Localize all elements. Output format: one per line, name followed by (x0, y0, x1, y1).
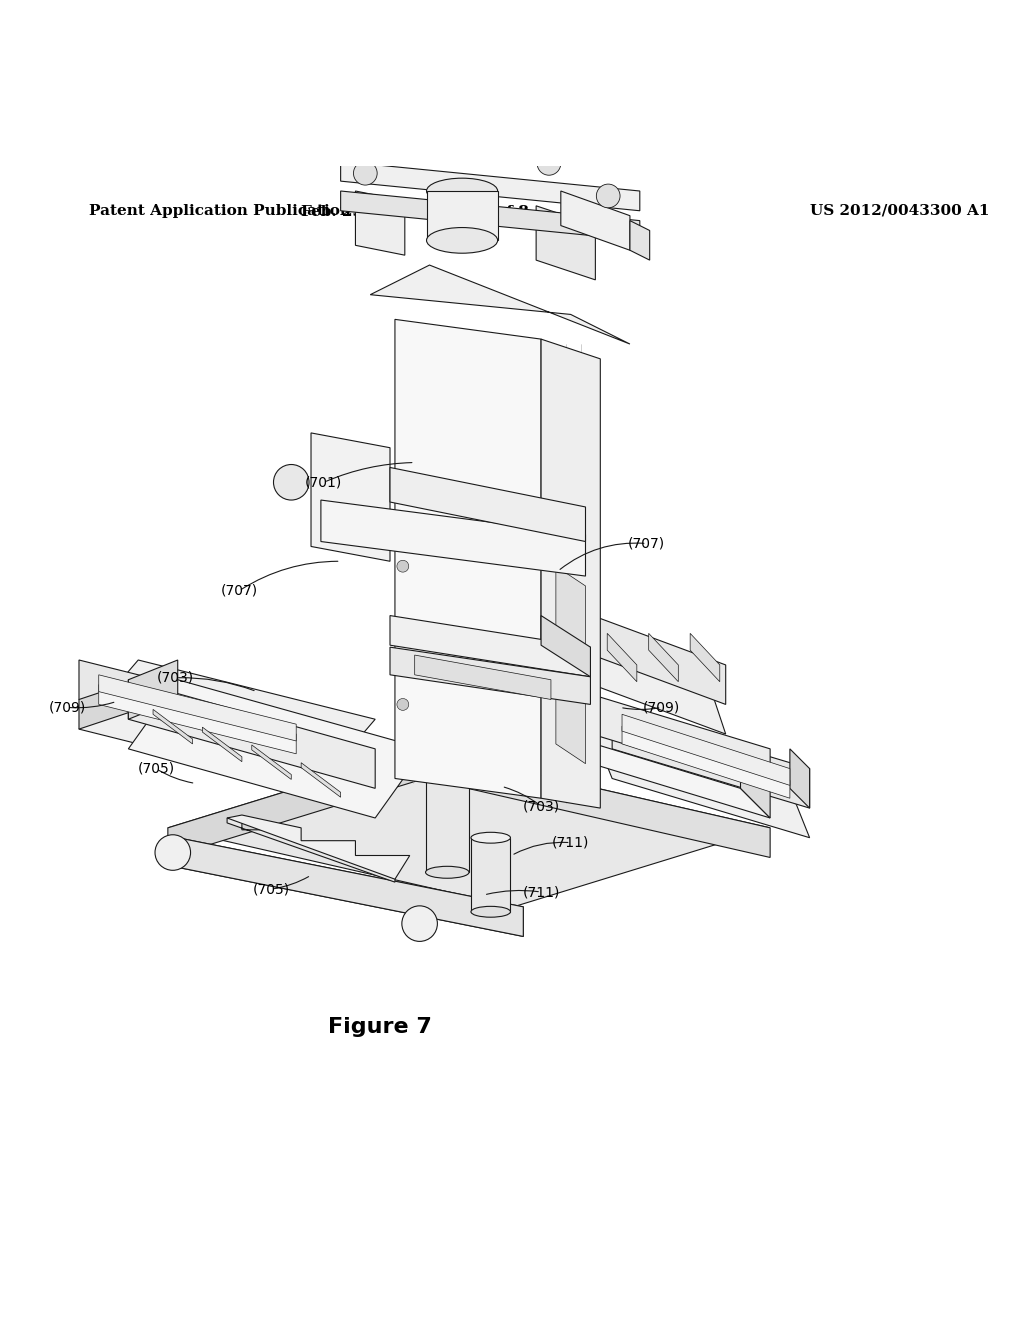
Polygon shape (395, 319, 541, 799)
Text: (711): (711) (522, 884, 560, 899)
Polygon shape (513, 719, 770, 818)
Polygon shape (128, 660, 178, 719)
Circle shape (397, 491, 409, 503)
Polygon shape (415, 655, 551, 700)
Circle shape (400, 141, 425, 165)
Text: (707): (707) (220, 583, 257, 598)
Polygon shape (168, 748, 770, 907)
Circle shape (397, 630, 409, 642)
Polygon shape (543, 680, 770, 788)
Text: (707): (707) (628, 536, 666, 550)
Polygon shape (128, 680, 425, 818)
Ellipse shape (471, 907, 510, 917)
Polygon shape (593, 615, 726, 705)
Circle shape (273, 465, 309, 500)
Text: (701): (701) (305, 475, 342, 490)
Circle shape (401, 906, 437, 941)
Polygon shape (178, 838, 523, 936)
Text: (703): (703) (522, 799, 560, 813)
Polygon shape (227, 818, 395, 882)
Ellipse shape (426, 866, 469, 878)
Polygon shape (79, 680, 138, 729)
Polygon shape (128, 680, 375, 788)
Polygon shape (541, 339, 600, 808)
Polygon shape (227, 814, 410, 879)
Polygon shape (426, 739, 469, 873)
Ellipse shape (426, 733, 469, 744)
Polygon shape (79, 660, 316, 759)
Polygon shape (341, 161, 640, 211)
Ellipse shape (471, 833, 510, 843)
Polygon shape (390, 647, 591, 705)
Text: Feb. 23, 2012  Sheet 7 of 8: Feb. 23, 2012 Sheet 7 of 8 (301, 203, 528, 218)
Polygon shape (341, 191, 640, 240)
Text: Patent Application Publication: Patent Application Publication (89, 203, 351, 218)
Polygon shape (79, 660, 375, 788)
Polygon shape (790, 748, 810, 808)
Polygon shape (541, 615, 591, 677)
Text: (705): (705) (253, 882, 290, 896)
Polygon shape (425, 748, 770, 858)
Circle shape (596, 183, 621, 207)
Text: (709): (709) (48, 701, 86, 714)
Polygon shape (311, 433, 390, 561)
Polygon shape (98, 685, 296, 754)
Ellipse shape (427, 227, 498, 253)
Text: (705): (705) (137, 762, 174, 776)
Polygon shape (390, 467, 586, 541)
Polygon shape (622, 726, 790, 799)
Text: (703): (703) (158, 671, 195, 685)
Polygon shape (178, 838, 523, 936)
Text: Figure 7: Figure 7 (328, 1018, 432, 1038)
Circle shape (397, 698, 409, 710)
Polygon shape (561, 191, 630, 251)
Polygon shape (622, 714, 790, 785)
Polygon shape (390, 615, 591, 677)
Polygon shape (471, 838, 510, 912)
Polygon shape (612, 709, 810, 808)
Circle shape (155, 834, 190, 870)
Text: (711): (711) (552, 836, 590, 850)
Polygon shape (630, 220, 649, 260)
Text: (709): (709) (643, 701, 680, 714)
Polygon shape (321, 500, 586, 576)
Polygon shape (371, 265, 630, 345)
Polygon shape (168, 748, 425, 858)
Polygon shape (648, 634, 678, 681)
Circle shape (538, 152, 561, 176)
Polygon shape (355, 191, 404, 255)
Polygon shape (690, 634, 720, 681)
Polygon shape (98, 675, 296, 741)
Circle shape (353, 161, 377, 185)
Polygon shape (607, 634, 637, 681)
Polygon shape (537, 206, 595, 280)
Circle shape (397, 560, 409, 572)
Ellipse shape (427, 178, 498, 203)
Text: US 2012/0043300 A1: US 2012/0043300 A1 (810, 203, 989, 218)
Polygon shape (593, 729, 810, 838)
Polygon shape (427, 191, 498, 240)
Polygon shape (301, 763, 341, 797)
Polygon shape (153, 709, 193, 744)
Polygon shape (252, 744, 291, 780)
Polygon shape (203, 727, 242, 762)
Polygon shape (556, 566, 586, 764)
Polygon shape (740, 759, 770, 818)
Polygon shape (578, 640, 726, 734)
